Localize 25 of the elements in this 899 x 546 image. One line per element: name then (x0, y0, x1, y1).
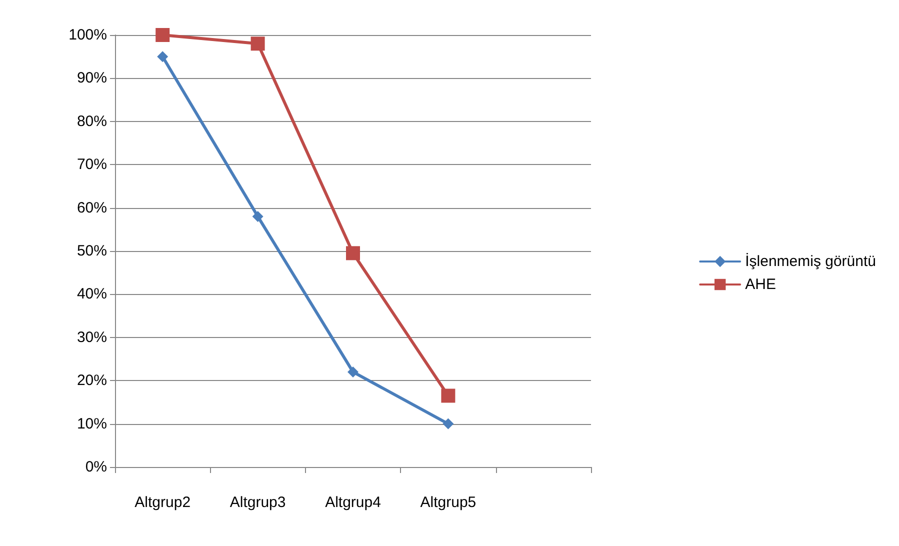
y-tick-label: 80% (76, 112, 107, 130)
point (441, 388, 456, 403)
y-tick-label: 60% (76, 199, 107, 216)
y-tick-label: 30% (76, 328, 107, 346)
point (156, 28, 170, 42)
x-tick-label: Altgrup4 (325, 494, 381, 511)
y-tick-label: 50% (76, 242, 107, 260)
point (157, 51, 168, 62)
x-tick-label: Altgrup3 (230, 494, 286, 511)
legend-label: AHE (745, 276, 776, 293)
point (346, 246, 360, 260)
y-tick-label: 70% (76, 156, 107, 174)
y-tick-label: 40% (76, 286, 107, 303)
y-tick-label: 90% (76, 70, 107, 87)
legend-label: İşlenmemiş görüntü (745, 252, 876, 270)
y-tick-label: 100% (68, 26, 107, 44)
y-tick-label: 10% (76, 415, 107, 432)
point (442, 418, 454, 430)
point (348, 366, 358, 378)
point (252, 210, 264, 222)
x-tick-label: Altgrup5 (420, 494, 476, 511)
y-tick-label: 0% (85, 458, 107, 476)
x-tick-label: Altgrup2 (134, 494, 191, 511)
point (250, 36, 265, 51)
y-tick-label: 20% (76, 372, 107, 390)
